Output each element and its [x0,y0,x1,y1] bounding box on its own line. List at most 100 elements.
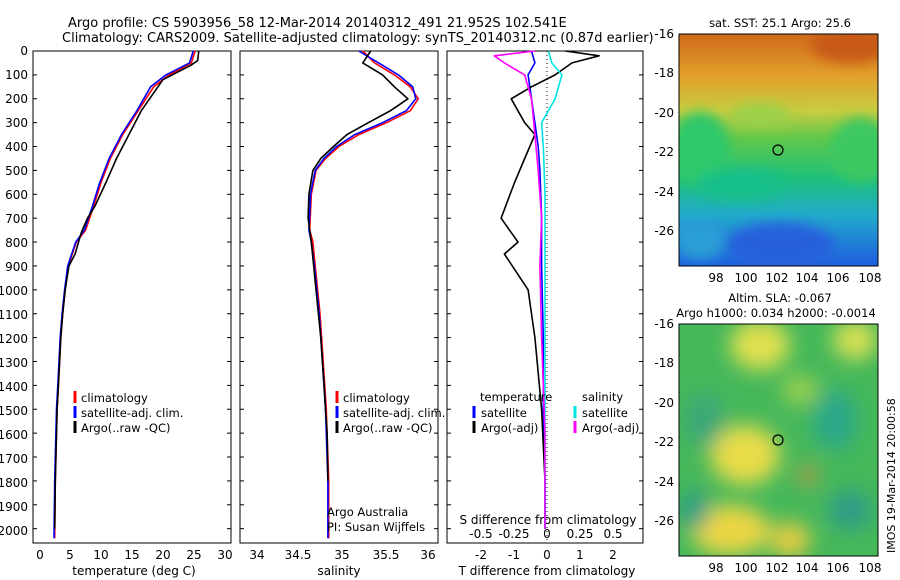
salinity-line-climatology [308,50,420,539]
depth-tick-label: 900 [5,260,28,274]
depth-tick-label: 400 [5,140,28,154]
depth-tick-label: 1600 [0,428,28,442]
legend-label-satellite: satellite-adj. clim. [343,406,445,420]
difference-axis-label: T difference from climatology [458,564,636,578]
depth-tick-label: 1100 [0,308,28,322]
sla-map-frame [678,323,879,557]
depth-tick-label: 100 [5,68,28,82]
sst-map-title: sat. SST: 25.1 Argo: 25.6 [709,16,851,30]
legend-label-temp-argo: Argo(-adj) [481,421,538,435]
difference-top-tick-label: -0.5 [469,527,492,541]
temperature-x-ticks: 0 5 10 15 20 25 30 [36,548,232,562]
salinity-tick-label: 34 [249,548,264,562]
depth-tick-marks [33,50,643,530]
depth-tick-label: 700 [5,212,28,226]
temperature-line-satellite-adj-clim- [53,50,195,539]
temperature-tick-label: 5 [66,548,74,562]
sst-x-tick-label: 108 [859,271,882,285]
salinity-axis-label: salinity [317,564,360,578]
legend-label-climatology: climatology [81,391,148,405]
legend-label-argo: Argo(..raw -QC) [81,421,171,435]
sla-x-tick-label: 106 [827,561,850,575]
temperature-legend: climatology satellite-adj. clim. Argo(..… [73,391,183,435]
difference-tick-label: -1 [508,548,520,562]
temperature-panel [32,50,232,544]
legend-label-sal-satellite: satellite [582,406,628,420]
sst-map-frame [678,33,879,267]
sst-y-tick-label: -26 [654,224,674,238]
header-line2: Climatology: CARS2009. Satellite-adjuste… [62,31,654,46]
temperature-series-group [53,50,200,539]
legend-label-climatology: climatology [343,391,410,405]
credit-line1: Argo Australia [327,505,408,519]
sla-y-ticks: -16 -18 -20 -22 -24 -26 [654,317,674,528]
depth-tick-label: 500 [5,164,28,178]
depth-tick-label: 600 [5,188,28,202]
sla-y-tick-label: -18 [654,356,674,370]
depth-tick-label: 1400 [0,380,28,394]
sst-x-tick-label: 100 [735,271,758,285]
difference-tick-label: 0 [543,548,551,562]
depth-tick-label: 1200 [0,332,28,346]
legend-label-temp-satellite: satellite [481,406,527,420]
difference-top-tick-label: 0.25 [567,527,594,541]
depth-tick-label: 1700 [0,452,28,466]
legend-label-satellite: satellite-adj. clim. [81,406,183,420]
depth-tick-label: 1900 [0,500,28,514]
difference-panel [446,50,644,544]
sst-y-tick-label: -22 [654,145,674,159]
differences-series-group [493,50,600,529]
sst-y-ticks: -16 -18 -20 -22 -24 -26 [654,27,674,238]
temperature-axis-label: temperature (deg C) [72,564,195,578]
sst-x-tick-label: 98 [708,271,723,285]
sst-y-tick-label: -18 [654,66,674,80]
temperature-line-argo-raw-qc- [53,50,200,529]
sla-y-tick-label: -24 [654,475,674,489]
difference-top-tick-label: 0 [543,527,551,541]
depth-tick-label: 800 [5,236,28,250]
legend-title-temperature: temperature [480,390,552,404]
depth-tick-label: 1300 [0,356,28,370]
salinity-line-argo-raw-qc- [307,50,409,481]
salinity-tick-label: 36 [420,548,435,562]
difference-top-tick-label: -0.25 [498,527,529,541]
sla-y-tick-label: -20 [654,396,674,410]
sla-heatmap [679,324,878,556]
sla-x-tick-label: 100 [735,561,758,575]
salinity-tick-label: 35.5 [373,548,400,562]
temperature-tick-label: 25 [186,548,201,562]
sst-x-ticks: 98 100 102 104 106 108 [708,271,881,285]
difference-tick-label: 2 [609,548,617,562]
sla-profile-marker [772,434,784,446]
differences-line-salinity-argo-adj- [493,50,546,529]
sst-y-tick-label: -24 [654,185,674,199]
depth-tick-label: 1000 [0,284,28,298]
salinity-legend: climatology satellite-adj. clim. Argo(..… [335,391,445,435]
profile-series [53,50,600,539]
differences-line-temperature-argo-adj- [500,50,600,529]
sst-x-tick-label: 104 [796,271,819,285]
sla-y-tick-label: -22 [654,435,674,449]
salinity-series-group [307,50,420,539]
difference-top-tick-label: 0.5 [603,527,622,541]
depth-tick-label: 1800 [0,476,28,490]
sst-y-tick-label: -20 [654,106,674,120]
temperature-tick-label: 15 [124,548,139,562]
depth-axis: 0 100 200 300 400 500 600 700 800 900 10… [0,44,28,538]
header-line1: Argo profile: CS 5903956_58 12-Mar-2014 … [68,16,567,31]
sla-x-tick-label: 102 [766,561,789,575]
differences-line-salinity-satellite [540,50,563,529]
sla-y-tick-label: -16 [654,317,674,331]
imos-timestamp: IMOS 19-Mar-2014 20:00:58 [885,398,898,553]
salinity-tick-label: 35 [334,548,349,562]
temperature-tick-label: 20 [155,548,170,562]
legend-label-sal-argo: Argo(-adj) [582,421,639,435]
difference-legend: temperature satellite Argo(-adj) salinit… [472,390,639,435]
sst-profile-marker [772,144,784,156]
salinity-panel [239,50,439,544]
legend-title-salinity: salinity [582,390,623,404]
sst-x-tick-label: 106 [827,271,850,285]
depth-tick-label: 1500 [0,404,28,418]
depth-tick-label: 300 [5,116,28,130]
legend-label-argo: Argo(..raw -QC) [343,421,433,435]
